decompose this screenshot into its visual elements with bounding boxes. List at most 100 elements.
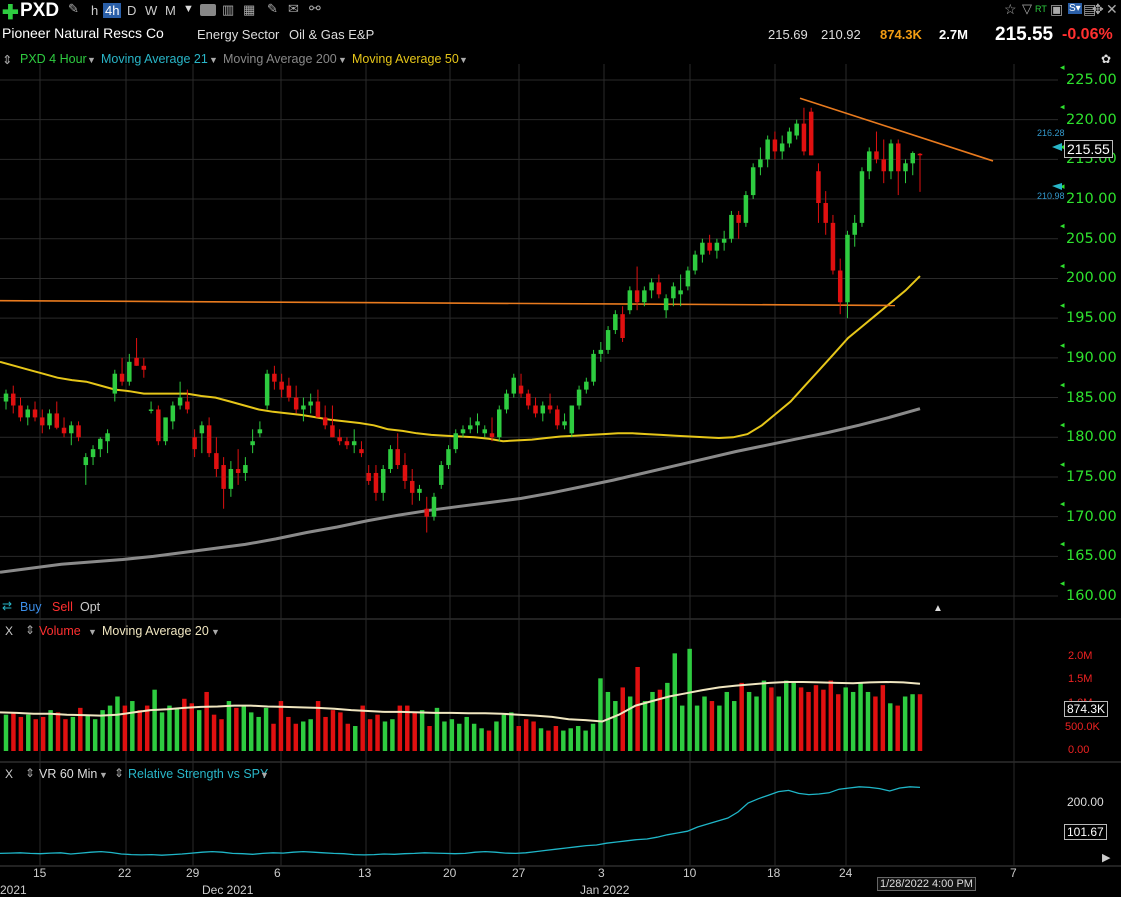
candle-body (808, 111, 814, 156)
tf-day[interactable]: D (127, 3, 137, 18)
volume-bar (672, 653, 678, 751)
share-icon[interactable]: ⚯ (309, 0, 321, 16)
vol-tick-1-5m: 1.5M (1068, 673, 1093, 685)
candle-body (555, 409, 560, 426)
chart-type-icon[interactable] (200, 4, 216, 16)
price-marker (1052, 143, 1062, 151)
vr-dropdown-icon[interactable]: ▼ (99, 770, 108, 780)
series-dropdown-icon[interactable]: ▼ (87, 55, 96, 65)
tf-week[interactable]: W (145, 3, 158, 18)
candle-body (736, 214, 741, 223)
vr-handle-icon[interactable]: ⇕ (25, 766, 36, 780)
volume-bar (598, 678, 603, 751)
volume-dropdown-icon[interactable]: ▼ (88, 627, 97, 637)
tf-hour[interactable]: h (91, 3, 99, 18)
tf-dropdown-icon[interactable]: ▼ (183, 3, 194, 15)
candle-body (866, 151, 872, 172)
ma200-label[interactable]: Moving Average 200 (223, 52, 337, 66)
scroll-up-icon[interactable]: ▲ (933, 603, 943, 614)
ma50-dropdown-icon[interactable]: ▼ (459, 55, 468, 65)
volume-bar (449, 719, 455, 751)
vr-label[interactable]: VR 60 Min (39, 767, 98, 781)
axis-tick-marker: ◂ (1060, 181, 1065, 191)
tf-4hour[interactable]: 4h (103, 3, 122, 18)
note-icon[interactable]: ✉ (288, 1, 299, 16)
volume-ma-label[interactable]: Moving Average 20 (102, 624, 209, 638)
volume-bar (665, 682, 670, 751)
candle-body (170, 405, 176, 422)
rs-line (0, 786, 921, 856)
axis-tick-marker: ◂ (1060, 102, 1065, 112)
volume-bar (330, 710, 336, 751)
last-price: 215.55 (995, 24, 1054, 45)
rt-icon[interactable]: RT (1035, 4, 1047, 14)
opt-button[interactable]: Opt (80, 600, 101, 614)
save-icon[interactable]: ▤ (1083, 1, 1097, 17)
volume-bar (583, 730, 588, 751)
candle-body (395, 449, 400, 466)
compare-icon[interactable]: ▦ (243, 2, 256, 17)
draw-icon[interactable]: ✎ (267, 1, 278, 16)
rs-dropdown-icon[interactable]: ▼ (260, 770, 269, 780)
filter-icon[interactable]: ▽ (1022, 1, 1032, 16)
volume-close-button[interactable]: X (5, 624, 14, 638)
volume-bar (40, 716, 46, 751)
volume-handle-icon[interactable]: ⇕ (25, 623, 36, 637)
symbol-input[interactable]: PXD (20, 0, 60, 21)
volume-bar (538, 728, 544, 751)
trade-icon[interactable]: ⇄ (2, 599, 13, 613)
scroll-right-icon[interactable]: ▶ (1102, 852, 1111, 864)
volume-label[interactable]: Volume (39, 624, 81, 638)
layout-icon[interactable]: ▣ (1050, 1, 1064, 17)
volume-bar (523, 719, 529, 751)
rs-close-button[interactable]: X (5, 767, 14, 781)
volume-bar (836, 694, 841, 751)
candle-body (228, 469, 234, 489)
volume-bar (650, 691, 655, 751)
candle-body (206, 425, 212, 454)
series-handle-icon[interactable]: ⇕ (2, 53, 13, 67)
close-icon[interactable]: ✕ (1106, 1, 1118, 17)
s-icon[interactable]: S▾ (1068, 3, 1082, 14)
candle-body (199, 425, 205, 434)
move-icon[interactable]: ✥ (1092, 1, 1104, 17)
sector-label[interactable]: Energy Sector (197, 27, 280, 42)
volume-bar (211, 714, 217, 751)
volume-bar (657, 689, 663, 751)
candle-body (823, 203, 828, 223)
candle-body (388, 449, 393, 470)
high-value: 215.69 (768, 27, 808, 42)
volume-bar (78, 707, 83, 751)
buy-button[interactable]: Buy (20, 600, 42, 614)
volume-bar (709, 701, 715, 751)
bars-icon[interactable]: ▥ (222, 2, 235, 17)
settings-icon[interactable]: ✿ (1101, 52, 1112, 66)
volume-bar (360, 705, 365, 751)
volume-bar (345, 723, 351, 751)
add-symbol-icon[interactable]: ✚ (2, 2, 19, 24)
volume-bar (479, 728, 484, 751)
volume-bar (888, 703, 893, 751)
volume-bar (271, 723, 276, 751)
ma200-dropdown-icon[interactable]: ▼ (338, 55, 347, 65)
volume-bar (315, 701, 321, 751)
candle-body (859, 171, 865, 223)
volume-bar (821, 689, 826, 751)
crosshair-date: 1/28/2022 4:00 PM (877, 877, 976, 891)
pin-icon[interactable]: ✎ (68, 1, 79, 16)
date-tick-label: 22 (118, 866, 132, 880)
series-label[interactable]: PXD 4 Hour (20, 52, 87, 66)
volume-last-box: 874.3K (1064, 701, 1109, 717)
low-value: 210.92 (821, 27, 861, 42)
volume-ma-dropdown-icon[interactable]: ▼ (211, 627, 220, 637)
rs-handle-icon[interactable]: ⇕ (114, 766, 125, 780)
ma50-label[interactable]: Moving Average 50 (352, 52, 459, 66)
tf-month[interactable]: M (165, 3, 176, 18)
ma21-label[interactable]: Moving Average 21 (101, 52, 208, 66)
ma21-dropdown-icon[interactable]: ▼ (209, 55, 218, 65)
star-icon[interactable]: ☆ (1004, 1, 1017, 17)
rs-label[interactable]: Relative Strength vs SPY (128, 767, 269, 781)
industry-label[interactable]: Oil & Gas E&P (289, 27, 375, 42)
sell-button[interactable]: Sell (52, 600, 73, 614)
